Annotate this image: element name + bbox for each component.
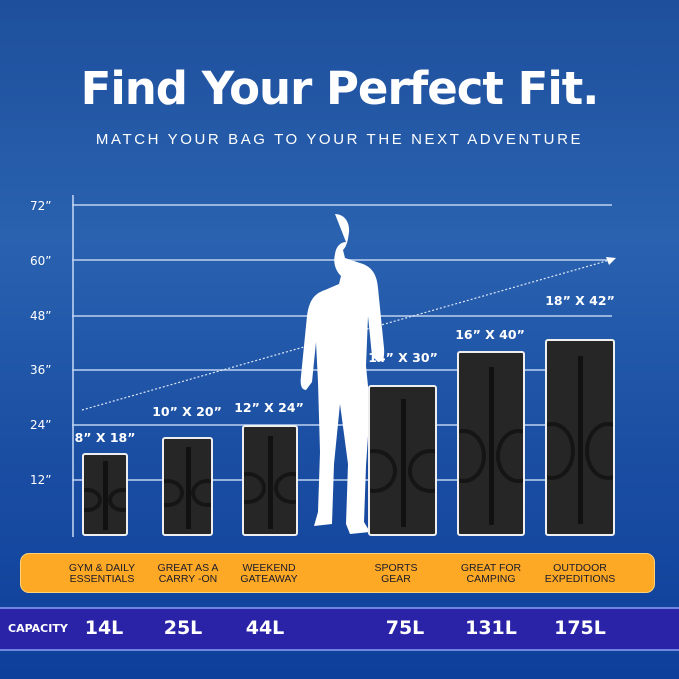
- use-line: EXPEDITIONS: [544, 573, 616, 585]
- bag-dimensions: 18” X 42”: [545, 293, 615, 308]
- y-tick: 12”: [30, 473, 52, 487]
- bag-44l: [242, 425, 298, 536]
- bag-dimensions: 12” X 24”: [234, 400, 304, 415]
- gridline-24: [72, 424, 612, 426]
- person-silhouette-icon: [300, 214, 385, 534]
- capacity-label: CAPACITY: [8, 622, 68, 635]
- bag-175l: [545, 339, 615, 536]
- y-tick: 60”: [30, 254, 52, 268]
- capacity-value: 25L: [163, 617, 203, 639]
- bag-131l: [457, 351, 525, 536]
- capacity-value: 131L: [465, 617, 517, 639]
- use-line: CARRY -ON: [158, 573, 218, 585]
- use-line: WEEKEND: [242, 562, 296, 574]
- y-tick: 72”: [30, 199, 52, 213]
- y-tick: 36”: [30, 363, 52, 377]
- bag-dimensions: 10” X 20”: [152, 404, 222, 419]
- use-line: GATEAWAY: [240, 573, 298, 585]
- capacity-value: 75L: [385, 617, 425, 639]
- bag-75l: [368, 385, 437, 536]
- use-line: CAMPING: [466, 573, 516, 585]
- bag-dimensions: 14” X 30”: [368, 350, 438, 365]
- y-tick: 24”: [30, 418, 52, 432]
- headline: Find Your Perfect Fit.: [80, 62, 600, 115]
- use-line: SPORTS: [374, 562, 418, 574]
- use-case: SPORTS GEAR: [346, 563, 446, 585]
- use-case: GREAT AS A CARRY -ON: [138, 563, 238, 585]
- use-line: GREAT AS A: [157, 562, 219, 574]
- y-axis: [72, 195, 74, 537]
- bag-25l: [162, 437, 213, 536]
- capacity-value: 14L: [84, 617, 124, 639]
- capacity-value: 44L: [245, 617, 285, 639]
- use-case: GREAT FOR CAMPING: [441, 563, 541, 585]
- capacity-value: 175L: [554, 617, 606, 639]
- gridline-72: [72, 204, 612, 206]
- gridline-12: [72, 479, 612, 481]
- use-line: GREAT FOR: [460, 562, 522, 574]
- use-line: OUTDOOR: [553, 562, 607, 574]
- use-line: ESSENTIALS: [69, 573, 135, 585]
- use-line: GYM & DAILY: [68, 562, 136, 574]
- use-case-bar: [20, 553, 655, 593]
- bag-dimensions: 16” X 40”: [455, 327, 525, 342]
- bag-dimensions: 8” X 18”: [74, 430, 136, 445]
- use-case: OUTDOOR EXPEDITIONS: [530, 563, 630, 585]
- capacity-band: [0, 607, 679, 651]
- use-case: GYM & DAILY ESSENTIALS: [52, 563, 152, 585]
- subheadline: MATCH YOUR BAG TO YOUR THE NEXT ADVENTUR…: [95, 131, 584, 148]
- bag-14l: [82, 453, 128, 536]
- y-tick: 48”: [30, 309, 52, 323]
- use-line: GEAR: [381, 573, 411, 585]
- use-case: WEEKEND GATEAWAY: [219, 563, 319, 585]
